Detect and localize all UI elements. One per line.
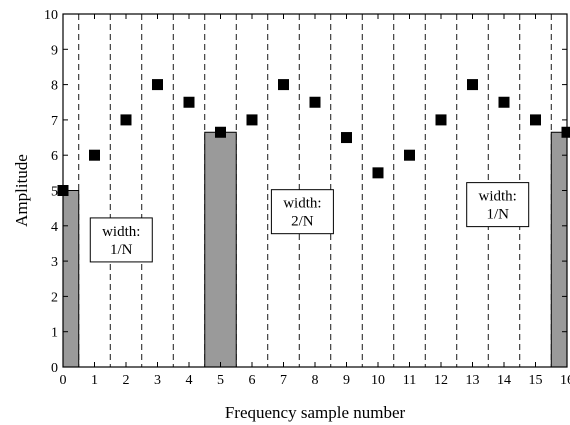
data-point — [435, 114, 447, 126]
annotation-box — [270, 189, 334, 235]
data-points — [57, 79, 570, 196]
y-tick-label: 6 — [51, 149, 58, 164]
x-tick-label: 15 — [529, 373, 543, 388]
annotation-box — [466, 182, 530, 228]
x-tick-label: 7 — [280, 373, 287, 388]
x-tick-label: 0 — [60, 373, 67, 388]
x-tick-label: 6 — [249, 373, 256, 388]
x-tick-label: 12 — [434, 373, 448, 388]
data-point — [120, 114, 132, 126]
annotation-text: width: — [283, 196, 321, 212]
data-point — [57, 185, 69, 196]
y-axis-title: Amplitude — [12, 154, 31, 227]
annotation-box — [89, 217, 153, 263]
annotation-text: width: — [479, 189, 517, 205]
data-point — [467, 79, 478, 91]
data-point — [561, 126, 570, 138]
x-tick-label: 4 — [186, 373, 193, 388]
y-tick-label: 10 — [44, 8, 58, 23]
x-tick-label: 1 — [91, 373, 98, 388]
y-tick-label: 9 — [51, 43, 58, 58]
x-tick-label: 14 — [497, 373, 511, 388]
axis-ticks: 012345678910111213141516012345678910 — [44, 8, 570, 388]
data-point — [152, 79, 163, 91]
data-point — [341, 132, 352, 144]
data-point — [498, 96, 510, 108]
bar — [62, 190, 80, 368]
bar — [204, 131, 237, 368]
x-tick-label: 13 — [466, 373, 480, 388]
annotation-text: width: — [102, 224, 140, 240]
data-point — [309, 96, 321, 108]
annotations: width: 1/N width: 2/N width: 1/N — [89, 182, 530, 263]
data-point — [246, 114, 258, 126]
data-point — [183, 96, 195, 108]
data-point — [530, 114, 541, 126]
x-axis-title: Frequency sample number — [225, 403, 406, 422]
x-tick-label: 5 — [217, 373, 224, 388]
data-point — [278, 79, 289, 91]
x-tick-label: 2 — [123, 373, 130, 388]
annotation-text: 1/N — [486, 207, 509, 223]
y-tick-label: 1 — [51, 326, 58, 341]
x-tick-label: 11 — [403, 373, 416, 388]
x-tick-label: 8 — [312, 373, 319, 388]
x-tick-label: 16 — [560, 373, 570, 388]
x-tick-label: 10 — [371, 373, 385, 388]
x-tick-label: 3 — [154, 373, 161, 388]
y-tick-label: 2 — [51, 290, 58, 305]
annotation-text: 2/N — [291, 214, 314, 230]
data-point — [89, 149, 100, 161]
y-tick-label: 3 — [51, 255, 58, 270]
y-tick-label: 8 — [51, 79, 58, 94]
y-tick-label: 0 — [51, 361, 58, 376]
data-point — [372, 167, 384, 179]
y-tick-label: 4 — [51, 220, 58, 235]
annotation-text: 1/N — [110, 242, 133, 258]
x-tick-label: 9 — [343, 373, 350, 388]
data-point — [404, 149, 415, 161]
y-tick-label: 5 — [51, 185, 58, 200]
y-tick-label: 7 — [51, 114, 58, 129]
data-point — [215, 126, 226, 138]
